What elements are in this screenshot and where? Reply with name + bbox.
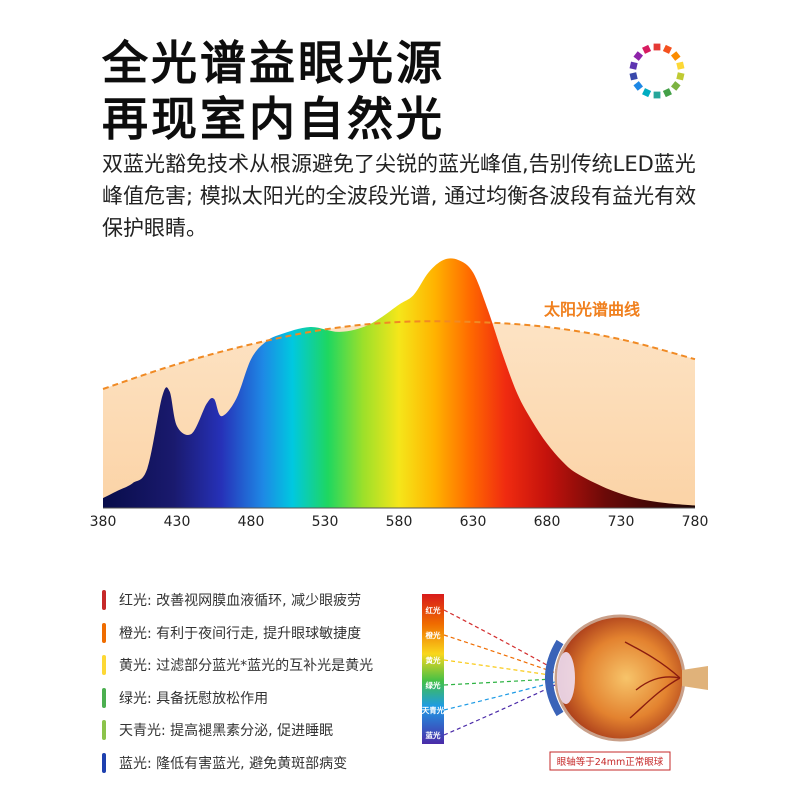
spectrum-strip	[422, 594, 444, 744]
ring-segment	[642, 44, 652, 54]
x-tick-label: 730	[608, 514, 635, 530]
eye-spectrum-label: 黄光	[426, 655, 441, 665]
legend-color-bar	[102, 655, 106, 676]
legend-label: 蓝光: 隆低有害蓝光, 避免黄斑部病变	[119, 755, 348, 772]
legend-item: 橙光: 有利于夜间行走, 提升眼球敏捷度	[102, 617, 402, 650]
light-ray	[443, 677, 648, 711]
eye-spectrum-label: 红光	[426, 605, 441, 615]
x-tick-label: 530	[312, 514, 339, 530]
legend-item: 红光: 改善视网膜血液循环, 减少眼疲劳	[102, 584, 402, 617]
x-tick-label: 680	[534, 514, 561, 530]
x-tick-label: 580	[386, 514, 413, 530]
x-tick-label: 780	[682, 514, 709, 530]
lens	[557, 652, 575, 704]
ring-segment	[662, 44, 672, 54]
ring-segment	[670, 81, 681, 91]
title-line-1: 全光谱益眼光源	[102, 36, 445, 90]
x-tick-label: 380	[90, 514, 117, 530]
ring-segment	[629, 61, 638, 70]
x-tick-label: 430	[164, 514, 191, 530]
legend-label: 天青光: 提高褪黑素分泌, 促进睡眠	[119, 723, 334, 740]
eye-spectrum-label: 绿光	[426, 680, 441, 690]
legend-label: 绿光: 具备抚慰放松作用	[119, 690, 269, 707]
light-ray	[443, 609, 648, 679]
eye-spectrum-label: 蓝光	[426, 730, 441, 740]
ring-segment	[653, 43, 661, 51]
legend-color-bar	[102, 622, 106, 643]
eye-spectrum-label: 橙光	[426, 630, 441, 640]
ring-segment	[662, 88, 672, 98]
color-ring-icon	[629, 43, 685, 99]
ring-segment	[670, 51, 681, 61]
title-line-2: 再现室内自然光	[102, 92, 445, 146]
spectrum-chart: 380 430 480 530 580 630 680 730 780 太阳光谱曲线	[90, 258, 709, 530]
ring-segment	[642, 88, 652, 98]
legend-item: 黄光: 过滤部分蓝光*蓝光的互补光是黄光	[102, 649, 402, 682]
legend-color-bar	[102, 752, 106, 773]
legend-item: 天青光: 提高褪黑素分泌, 促进睡眠	[102, 714, 402, 747]
ring-segment	[633, 51, 644, 61]
sun-curve-label: 太阳光谱曲线	[543, 300, 640, 319]
sun-spectrum-line	[102, 320, 696, 390]
ring-segment	[633, 81, 644, 91]
optic-nerve	[682, 666, 708, 690]
legend-color-bar	[102, 590, 106, 611]
x-tick-label: 480	[238, 514, 265, 530]
legend-color-bar	[102, 720, 106, 741]
eyeball	[554, 614, 686, 742]
legend-item: 蓝光: 隆低有害蓝光, 避免黄斑部病变	[102, 747, 402, 780]
led-spectrum-area	[103, 258, 695, 508]
ring-segment	[676, 61, 685, 70]
ring-segment	[653, 91, 661, 99]
cornea	[545, 639, 564, 717]
x-tick-label: 630	[460, 514, 487, 530]
eye-vessels	[624, 641, 681, 719]
eye-caption: 眼轴等于24mm正常眼球	[557, 756, 664, 768]
legend-label: 黄光: 过滤部分蓝光*蓝光的互补光是黄光	[119, 658, 374, 675]
legend-label: 橙光: 有利于夜间行走, 提升眼球敏捷度	[119, 625, 362, 642]
description: 双蓝光豁免技术从根源避免了尖锐的蓝光峰值,告别传统LED蓝光峰值危害; 模拟太阳…	[102, 152, 697, 240]
legend-label: 红光: 改善视网膜血液循环, 减少眼疲劳	[119, 593, 362, 610]
light-legend: 红光: 改善视网膜血液循环, 减少眼疲劳 橙光: 有利于夜间行走, 提升眼球敏捷度…	[102, 584, 402, 779]
ring-segment	[629, 72, 638, 81]
caption-box	[549, 751, 671, 771]
eye-spectrum-label: 天青光	[422, 705, 445, 715]
legend-item: 绿光: 具备抚慰放松作用	[102, 682, 402, 715]
legend-color-bar	[102, 687, 106, 708]
ring-segment	[676, 72, 685, 81]
light-ray	[443, 677, 648, 736]
